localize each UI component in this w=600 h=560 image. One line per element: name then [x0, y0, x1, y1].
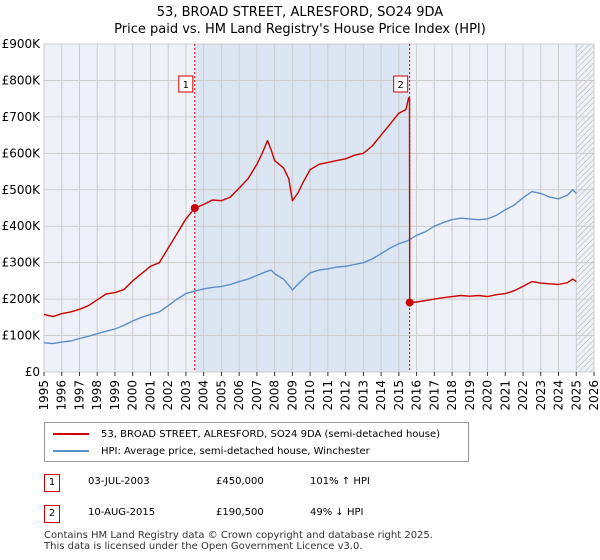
sale-point — [190, 204, 199, 212]
sale-marker-label: 2 — [397, 80, 403, 91]
hpi-line — [43, 189, 577, 345]
chart-title: 53, BROAD STREET, ALRESFORD, SO24 9DA — [156, 5, 444, 20]
legend-red-swatch — [53, 433, 89, 435]
x-tick-label: 2000 — [126, 380, 140, 411]
x-tick-label: 2002 — [161, 380, 175, 411]
sale-marker-label: 1 — [183, 80, 189, 91]
y-tick-label: £0 — [25, 365, 40, 379]
x-tick-label: 2012 — [339, 380, 353, 411]
forecast-hatch — [576, 44, 594, 372]
x-tick-label: 2014 — [374, 380, 388, 411]
y-tick-label: £900K — [2, 37, 42, 51]
transaction-badge: 2 — [44, 505, 60, 523]
x-tick-label: 2026 — [587, 380, 600, 411]
x-tick-label: 2010 — [303, 380, 317, 411]
legend-red-label: 53, BROAD STREET, ALRESFORD, SO24 9DA (s… — [101, 428, 441, 440]
transaction-badge: 1 — [44, 474, 60, 492]
property-price-line — [43, 97, 577, 318]
x-tick-label: 1998 — [90, 380, 104, 411]
x-tick-label: 2011 — [321, 380, 335, 411]
ownership-shade — [194, 44, 410, 372]
transaction-price: £450,000 — [216, 476, 264, 487]
y-tick-label: £400K — [2, 219, 42, 233]
transaction-hpi: 101% ↑ HPI — [310, 476, 370, 487]
x-tick-label: 2008 — [268, 380, 282, 411]
x-tick-label: 2004 — [197, 380, 211, 411]
x-tick-label: 2018 — [445, 380, 459, 411]
x-tick-label: 1999 — [108, 380, 122, 411]
x-tick-label: 2024 — [552, 380, 566, 411]
transaction-hpi: 49% ↓ HPI — [310, 507, 364, 518]
x-tick-label: 2013 — [356, 380, 370, 411]
y-tick-label: £500K — [2, 183, 42, 197]
x-tick-label: 2023 — [534, 380, 548, 411]
y-tick-label: £600K — [2, 146, 42, 160]
footer-licence: This data is licensed under the Open Gov… — [44, 541, 363, 552]
x-tick-label: 2020 — [481, 380, 495, 411]
x-tick-label: 2017 — [427, 380, 441, 411]
footer-copyright: Contains HM Land Registry data © Crown c… — [44, 530, 433, 541]
y-tick-label: £300K — [2, 256, 42, 270]
x-tick-label: 1997 — [72, 380, 86, 411]
legend-item-hpi: HPI: Average price, semi-detached house,… — [53, 444, 370, 458]
y-tick-label: £800K — [2, 73, 42, 87]
y-tick-label: £100K — [2, 329, 42, 343]
price-chart: 1 2 £0 £100K £200K £300K £400K £500K £600K £700K… — [2, 37, 600, 411]
x-tick-label: 2007 — [250, 380, 264, 411]
transaction-price: £190,500 — [216, 507, 264, 518]
legend-blue-swatch — [53, 450, 89, 452]
sale-point — [405, 298, 414, 307]
y-tick-label: £200K — [2, 292, 42, 306]
legend-item-property: 53, BROAD STREET, ALRESFORD, SO24 9DA (s… — [53, 427, 440, 441]
footer: Contains HM Land Registry data © Crown c… — [44, 530, 433, 552]
sale-marker-box — [393, 75, 409, 93]
x-tick-label: 2003 — [179, 380, 193, 411]
x-tick-label: 1996 — [55, 380, 69, 411]
x-tick-label: 2015 — [392, 380, 406, 411]
x-tick-label: 2009 — [285, 380, 299, 411]
x-tick-label: 2025 — [569, 380, 583, 411]
legend: 53, BROAD STREET, ALRESFORD, SO24 9DA (s… — [44, 422, 469, 462]
transaction-date: 03-JUL-2003 — [88, 476, 150, 487]
chart-subtitle: Price paid vs. HM Land Registry's House … — [114, 22, 486, 37]
x-tick-label: 2021 — [498, 380, 512, 411]
x-tick-label: 2016 — [410, 380, 424, 411]
transaction-date: 10-AUG-2015 — [88, 507, 156, 518]
x-tick-label: 2005 — [214, 380, 228, 411]
legend-blue-label: HPI: Average price, semi-detached house,… — [101, 445, 370, 457]
sale-marker-box — [178, 75, 194, 93]
x-tick-label: 2022 — [516, 380, 530, 411]
y-tick-label: £700K — [2, 110, 42, 124]
x-tick-label: 1995 — [37, 380, 51, 411]
x-tick-label: 2001 — [143, 380, 157, 411]
x-tick-label: 2006 — [232, 380, 246, 411]
x-tick-label: 2019 — [463, 380, 477, 411]
